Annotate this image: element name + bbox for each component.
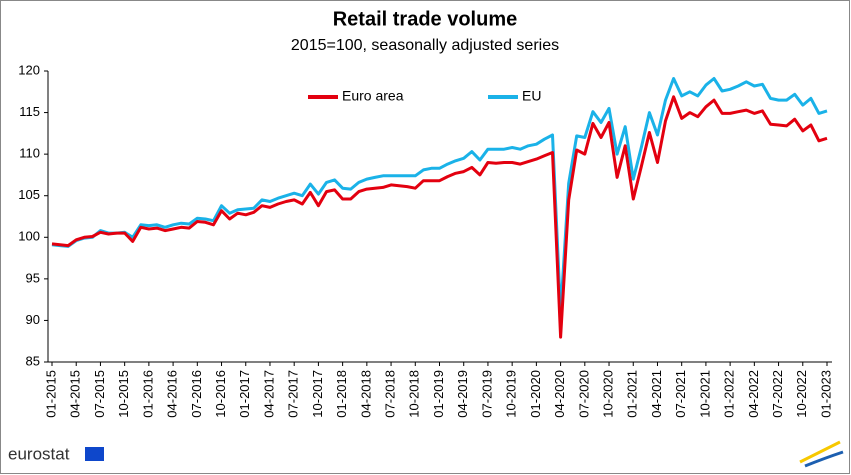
- x-tick-label: 10-2022: [794, 370, 809, 418]
- y-tick-label: 105: [18, 187, 40, 202]
- x-tick-label: 04-2019: [455, 370, 470, 418]
- x-tick-label: 01-2015: [43, 370, 58, 418]
- y-tick-label: 120: [18, 62, 40, 77]
- eu-flag: [85, 447, 104, 461]
- x-tick-label: 04-2016: [165, 370, 180, 418]
- x-tick-label: 10-2018: [407, 370, 422, 418]
- x-tick-label: 04-2021: [649, 370, 664, 418]
- legend-label: Euro area: [342, 88, 404, 104]
- x-tick-label: 07-2018: [383, 370, 398, 418]
- x-tick-label: 01-2016: [140, 370, 155, 418]
- x-tick-label: 07-2017: [286, 370, 301, 418]
- y-tick-label: 100: [18, 229, 40, 244]
- x-tick-label: 04-2015: [68, 370, 83, 418]
- decoration: [804, 450, 844, 468]
- x-tick-label: 04-2018: [358, 370, 373, 418]
- x-tick-label: 07-2021: [673, 370, 688, 418]
- x-tick-label: 01-2019: [431, 370, 446, 418]
- y-tick-label: 115: [19, 104, 40, 119]
- x-tick-label: 07-2022: [770, 370, 785, 418]
- x-tick-label: 01-2020: [528, 370, 543, 418]
- x-tick-label: 01-2021: [625, 370, 640, 418]
- x-tick-label: 10-2015: [116, 370, 131, 418]
- x-tick-label: 04-2022: [746, 370, 761, 418]
- x-tick-label: 04-2017: [261, 370, 276, 418]
- x-tick-label: 04-2020: [552, 370, 567, 418]
- y-tick-label: 95: [26, 270, 40, 285]
- x-tick-label: 01-2018: [334, 370, 349, 418]
- decoration: [799, 440, 841, 464]
- x-tick-label: 07-2015: [92, 370, 107, 418]
- series-line: [51, 77, 828, 315]
- x-tick-label: 10-2021: [697, 370, 712, 418]
- x-tick-label: 01-2022: [722, 370, 737, 418]
- x-tick-label: 01-2017: [237, 370, 252, 418]
- x-tick-label: 10-2017: [310, 370, 325, 418]
- y-tick-label: 85: [26, 353, 40, 368]
- x-tick-label: 10-2020: [600, 370, 615, 418]
- x-tick-label: 01-2023: [818, 370, 833, 418]
- legend-label: EU: [522, 88, 541, 104]
- x-tick-label: 07-2020: [576, 370, 591, 418]
- x-tick-label: 07-2016: [189, 370, 204, 418]
- logo-text: eurostat: [8, 444, 70, 463]
- x-tick-label: 10-2019: [504, 370, 519, 418]
- y-tick-label: 110: [19, 146, 40, 161]
- x-tick-label: 07-2019: [479, 370, 494, 418]
- series-line: [51, 95, 828, 339]
- y-tick-label: 90: [26, 312, 40, 327]
- chart-title: Retail trade volume: [333, 8, 518, 30]
- x-tick-label: 10-2016: [213, 370, 228, 418]
- chart-subtitle: 2015=100, seasonally adjusted series: [291, 37, 559, 54]
